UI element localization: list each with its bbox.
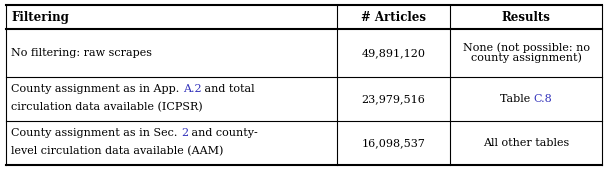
Text: level circulation data available (AAM): level circulation data available (AAM)	[11, 146, 223, 156]
Text: C.8: C.8	[533, 94, 552, 104]
Text: circulation data available (ICPSR): circulation data available (ICPSR)	[11, 102, 202, 112]
Text: Table: Table	[500, 94, 533, 104]
Text: 16,098,537: 16,098,537	[362, 138, 426, 148]
Text: No filtering: raw scrapes: No filtering: raw scrapes	[11, 48, 152, 58]
Text: 23,979,516: 23,979,516	[362, 94, 426, 104]
Text: All other tables: All other tables	[483, 138, 569, 148]
Text: County assignment as in Sec.: County assignment as in Sec.	[11, 128, 181, 138]
Text: County assignment as in App.: County assignment as in App.	[11, 84, 183, 94]
Text: None (not possible: no: None (not possible: no	[463, 43, 590, 53]
Text: and county-: and county-	[188, 128, 258, 138]
Text: 49,891,120: 49,891,120	[361, 48, 426, 58]
Text: county assignment): county assignment)	[471, 53, 581, 64]
Text: 2: 2	[181, 128, 188, 138]
Text: and total: and total	[201, 84, 255, 94]
Text: # Articles: # Articles	[361, 11, 426, 24]
Text: Results: Results	[502, 11, 550, 24]
Text: A.2: A.2	[183, 84, 201, 94]
Text: Filtering: Filtering	[11, 11, 69, 24]
